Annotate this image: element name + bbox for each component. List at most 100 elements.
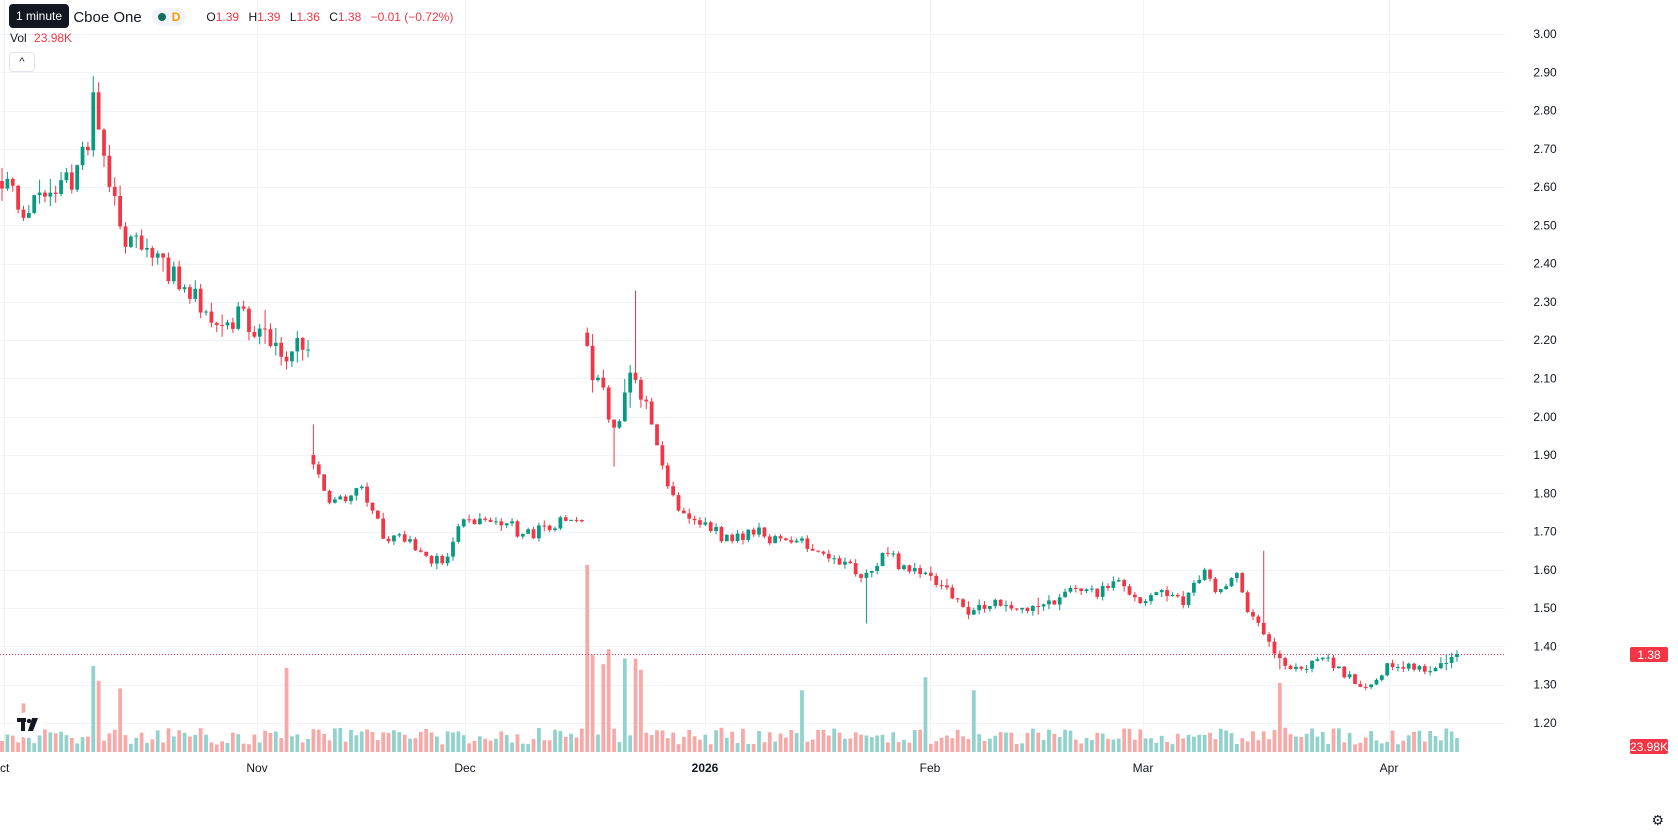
candle[interactable] <box>220 314 225 337</box>
candle[interactable] <box>515 519 520 538</box>
candle[interactable] <box>1337 666 1341 669</box>
candle[interactable] <box>961 597 965 608</box>
candle[interactable] <box>43 190 47 203</box>
candle[interactable] <box>746 529 751 543</box>
candle[interactable] <box>1304 664 1309 674</box>
candle[interactable] <box>69 164 74 194</box>
candle[interactable] <box>639 376 643 408</box>
candle[interactable] <box>1245 590 1250 614</box>
candle[interactable] <box>381 512 386 540</box>
candle[interactable] <box>499 518 504 532</box>
candle[interactable] <box>1444 654 1449 671</box>
candle[interactable] <box>1202 567 1207 582</box>
candle[interactable] <box>359 484 364 490</box>
candle[interactable] <box>102 128 106 168</box>
candle[interactable] <box>424 551 429 558</box>
candle[interactable] <box>166 252 171 285</box>
candle[interactable] <box>741 530 745 545</box>
candle[interactable] <box>617 419 622 429</box>
candle[interactable] <box>386 535 391 544</box>
candle[interactable] <box>1100 581 1105 601</box>
candle[interactable] <box>10 177 15 192</box>
candle[interactable] <box>107 144 112 193</box>
candle[interactable] <box>1294 663 1298 672</box>
candle[interactable] <box>284 351 289 370</box>
candle[interactable] <box>950 584 955 600</box>
candle[interactable] <box>902 564 906 571</box>
candle[interactable] <box>1132 591 1137 602</box>
candle[interactable] <box>295 331 300 363</box>
candle[interactable] <box>794 538 799 543</box>
candle[interactable] <box>32 195 37 215</box>
candle[interactable] <box>628 365 633 408</box>
candle[interactable] <box>230 317 235 333</box>
candle[interactable] <box>714 523 718 535</box>
candle[interactable] <box>349 495 353 505</box>
candle[interactable] <box>279 337 284 366</box>
candle[interactable] <box>971 607 976 615</box>
candle[interactable] <box>451 537 455 561</box>
candle[interactable] <box>1095 588 1100 600</box>
candle[interactable] <box>762 527 767 539</box>
candle[interactable] <box>1116 577 1121 583</box>
candle[interactable] <box>1057 593 1062 611</box>
candle[interactable] <box>590 334 595 393</box>
candle[interactable] <box>1455 650 1459 662</box>
candle[interactable] <box>332 496 337 504</box>
candle[interactable] <box>1283 656 1288 670</box>
candle[interactable] <box>896 551 901 571</box>
gear-icon[interactable]: ⚙ <box>1651 812 1664 828</box>
candle[interactable] <box>789 536 794 544</box>
candle[interactable] <box>483 516 488 522</box>
candle[interactable] <box>16 184 20 214</box>
candle[interactable] <box>322 474 327 491</box>
candle[interactable] <box>547 524 552 533</box>
candle[interactable] <box>1127 584 1132 596</box>
candle[interactable] <box>1068 585 1073 594</box>
candle[interactable] <box>569 519 573 522</box>
candle[interactable] <box>751 527 756 537</box>
candle[interactable] <box>1439 657 1443 670</box>
candle[interactable] <box>354 487 359 501</box>
tradingview-logo-icon[interactable] <box>13 712 43 738</box>
candle[interactable] <box>928 566 933 581</box>
candle[interactable] <box>665 462 670 489</box>
candle[interactable] <box>982 601 987 613</box>
candle[interactable] <box>510 518 514 527</box>
candle[interactable] <box>1036 597 1041 615</box>
candle[interactable] <box>1401 661 1406 673</box>
candle[interactable] <box>1406 662 1411 672</box>
candle[interactable] <box>418 547 423 553</box>
time-axis[interactable]: ct Nov Dec 2026 Feb Mar Apr <box>0 761 1398 775</box>
candle[interactable] <box>1052 599 1057 605</box>
candle[interactable] <box>300 336 305 361</box>
candle[interactable] <box>1353 673 1357 685</box>
candle[interactable] <box>504 523 509 529</box>
candle[interactable] <box>1326 653 1331 662</box>
candle[interactable] <box>1433 666 1438 672</box>
candle[interactable] <box>596 374 600 382</box>
candle[interactable] <box>252 326 257 339</box>
candle[interactable] <box>837 555 842 565</box>
candle[interactable] <box>1396 663 1400 672</box>
candle[interactable] <box>601 369 606 391</box>
market-status-toggle[interactable]: D <box>151 8 187 26</box>
candle[interactable] <box>214 321 219 333</box>
candle[interactable] <box>198 283 203 319</box>
candle[interactable] <box>1251 609 1255 621</box>
candle[interactable] <box>993 598 998 609</box>
candle[interactable] <box>563 515 568 522</box>
candle[interactable] <box>392 535 396 545</box>
candle[interactable] <box>579 519 584 523</box>
candle[interactable] <box>5 171 10 191</box>
candle[interactable] <box>988 606 992 612</box>
candle[interactable] <box>1358 680 1363 688</box>
candle[interactable] <box>1412 662 1416 672</box>
candle[interactable] <box>735 529 740 543</box>
candle[interactable] <box>1138 597 1143 605</box>
candle[interactable] <box>316 461 321 478</box>
candle[interactable] <box>225 319 230 330</box>
candle[interactable] <box>1331 655 1336 672</box>
candle[interactable] <box>633 290 638 384</box>
candle[interactable] <box>263 309 267 344</box>
